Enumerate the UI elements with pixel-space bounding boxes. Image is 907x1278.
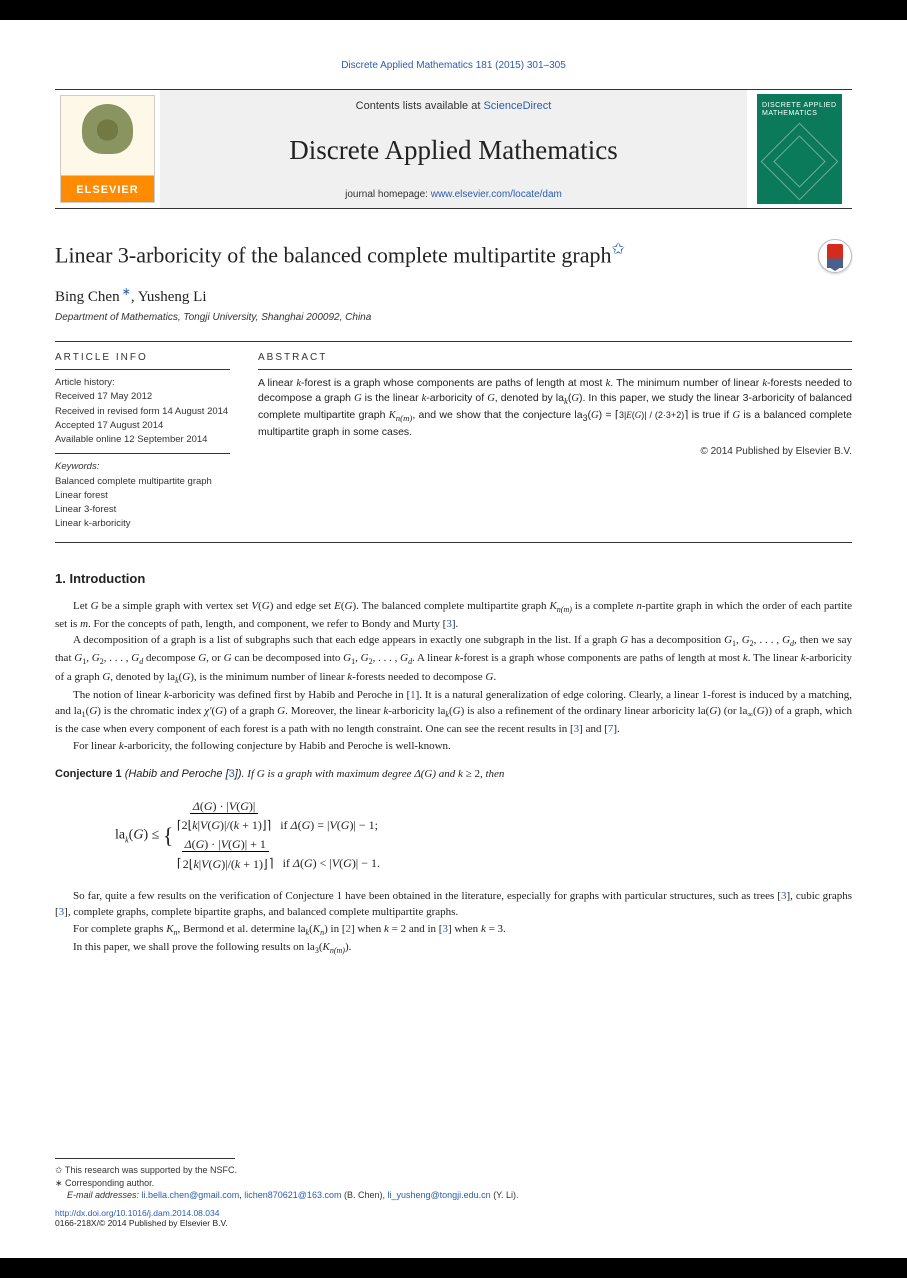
title-footnote-marker[interactable]: ✩ [612,241,625,258]
para-1: Let G be a simple graph with vertex set … [55,598,852,633]
divider [55,453,230,454]
keyword-1: Balanced complete multipartite graph [55,475,230,489]
copyright: © 2014 Published by Elsevier B.V. [258,446,852,457]
ref-link[interactable]: 3 [59,906,65,918]
journal-header: ELSEVIER Contents lists available at Sci… [55,89,852,209]
history-label: Article history: [55,376,230,390]
journal-name: Discrete Applied Mathematics [289,135,617,166]
ref-link[interactable]: 3 [781,890,787,902]
ref-link[interactable]: 2 [345,923,351,935]
ref-link[interactable]: 3 [229,768,235,780]
title-row: Linear 3-arboricity of the balanced comp… [55,239,852,273]
conjecture-1: Conjecture 1 (Habib and Peroche [3]). If… [55,766,852,783]
abstract-block: ABSTRACT A linear k-forest is a graph wh… [240,342,852,542]
homepage-prefix: journal homepage: [345,189,431,200]
conjecture-label: Conjecture 1 [55,768,125,780]
footnote-rule [55,1158,235,1159]
equation-block: lak(G) ≤ { ⌈Δ(G) · |V(G)|2⌊k|V(G)|/(k + … [115,797,852,874]
abstract-heading: ABSTRACT [258,352,852,363]
elsevier-tree-icon [71,104,144,169]
footnote-funding: ✩ This research was supported by the NSF… [55,1164,852,1177]
conjecture-source: (Habib and Peroche [3]). [125,768,245,780]
info-row: ARTICLE INFO Article history: Received 1… [55,341,852,543]
top-citation: Discrete Applied Mathematics 181 (2015) … [55,60,852,71]
homepage-line: journal homepage: www.elsevier.com/locat… [345,189,562,200]
divider [55,369,230,370]
ref-link[interactable]: 3 [446,618,452,630]
cover-title: DISCRETE APPLIED MATHEMATICS [762,102,837,119]
author-1: Bing Chen [55,289,120,305]
crossmark-icon [827,244,843,268]
keyword-2: Linear forest [55,489,230,503]
para-4: For linear k-arboricity, the following c… [55,738,852,755]
sciencedirect-link[interactable]: ScienceDirect [483,100,551,112]
author-2: , Yusheng Li [131,289,207,305]
authors: Bing Chen∗, Yusheng Li [55,285,852,306]
history-received: Received 17 May 2012 [55,390,230,404]
cover-graphic-icon [761,123,839,201]
journal-cover[interactable]: DISCRETE APPLIED MATHEMATICS [757,94,842,204]
article-title: Linear 3-arboricity of the balanced comp… [55,239,625,268]
history-accepted: Accepted 17 August 2014 [55,419,230,433]
para-5: So far, quite a few results on the verif… [55,888,852,921]
ref-link[interactable]: 7 [608,723,614,735]
keyword-3: Linear 3-forest [55,503,230,517]
publisher-logo-container: ELSEVIER [55,90,160,208]
homepage-link[interactable]: www.elsevier.com/locate/dam [431,189,562,200]
header-center: Contents lists available at ScienceDirec… [160,90,747,208]
para-6: For complete graphs Kn, Bermond et al. d… [55,921,852,939]
ref-link[interactable]: Conjecture 1 [285,890,342,902]
article-info-heading: ARTICLE INFO [55,352,230,363]
doi-link[interactable]: http://dx.doi.org/10.1016/j.dam.2014.08.… [55,1208,219,1218]
affiliation: Department of Mathematics, Tongji Univer… [55,312,852,323]
footnotes: ✩ This research was supported by the NSF… [55,1158,852,1228]
email-link-1[interactable]: li.bella.chen@gmail.com [142,1190,240,1200]
contents-line: Contents lists available at ScienceDirec… [356,100,552,112]
footnote-emails: E-mail addresses: li.bella.chen@gmail.co… [55,1189,852,1202]
doi-rest: 0166-218X/© 2014 Published by Elsevier B… [55,1218,228,1228]
keyword-4: Linear k-arboricity [55,517,230,531]
para-2: A decomposition of a graph is a list of … [55,632,852,687]
para-7: In this paper, we shall prove the follow… [55,939,852,957]
para-3: The notion of linear k-arboricity was de… [55,687,852,738]
page: Discrete Applied Mathematics 181 (2015) … [0,20,907,1258]
title-text: Linear 3-arboricity of the balanced comp… [55,242,612,267]
ref-link[interactable]: 3 [442,923,448,935]
history-revised: Received in revised form 14 August 2014 [55,405,230,419]
abstract-text: A linear k-forest is a graph whose compo… [258,376,852,440]
history-online: Available online 12 September 2014 [55,433,230,447]
contents-prefix: Contents lists available at [356,100,484,112]
doi-line: http://dx.doi.org/10.1016/j.dam.2014.08.… [55,1208,852,1228]
ref-link[interactable]: 3 [574,723,580,735]
elsevier-logo[interactable]: ELSEVIER [60,95,155,203]
elsevier-text: ELSEVIER [76,184,138,202]
article-info-block: ARTICLE INFO Article history: Received 1… [55,342,240,542]
cover-container: DISCRETE APPLIED MATHEMATICS [747,90,852,208]
divider [258,369,852,370]
body-text: Let G be a simple graph with vertex set … [55,598,852,958]
crossmark-button[interactable] [818,239,852,273]
email-link-2[interactable]: lichen870621@163.com [244,1190,341,1200]
ref-link[interactable]: 1 [410,689,416,701]
corresponding-marker[interactable]: ∗ [122,286,131,298]
email-link-3[interactable]: li_yusheng@tongji.edu.cn [387,1190,490,1200]
footnote-corresponding: ∗ Corresponding author. [55,1177,852,1190]
keywords-label: Keywords: [55,460,230,474]
section-1-heading: 1. Introduction [55,571,852,586]
